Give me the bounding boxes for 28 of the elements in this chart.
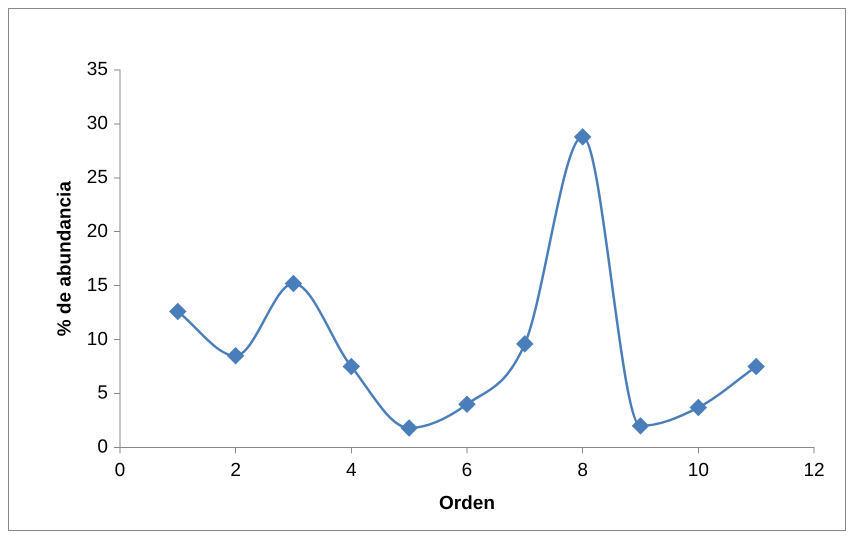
point: [227, 347, 244, 364]
x-tick-label: 6: [462, 460, 472, 482]
point: [400, 420, 418, 436]
y-tick-label: 10: [86, 328, 108, 350]
point: [574, 128, 591, 146]
y-tick-label: 15: [86, 274, 108, 296]
point: [632, 418, 649, 434]
point: [343, 358, 360, 375]
point: [458, 396, 476, 413]
point: [516, 336, 534, 352]
point: [690, 399, 707, 416]
y-axis-title: % de abundancia: [54, 180, 76, 336]
point: [170, 303, 186, 320]
y-tick-label: 25: [86, 167, 108, 188]
x-tick-label: 8: [577, 460, 588, 482]
point: [748, 358, 764, 375]
y-tick-label: 30: [86, 113, 108, 134]
x-tick-label: 10: [688, 460, 709, 482]
x-tick-label: 2: [230, 460, 241, 482]
x-tick-label: 0: [114, 460, 126, 482]
y-tick-label: 0: [97, 436, 108, 458]
point: [285, 275, 302, 292]
x-axis-title: Orden: [438, 492, 495, 514]
y-tick-label: 5: [97, 382, 108, 404]
x-tick-label: 4: [346, 460, 357, 482]
x-tick-label: 12: [803, 460, 825, 482]
y-tick-label: 20: [86, 220, 108, 242]
y-tick-label: 35: [86, 59, 108, 80]
